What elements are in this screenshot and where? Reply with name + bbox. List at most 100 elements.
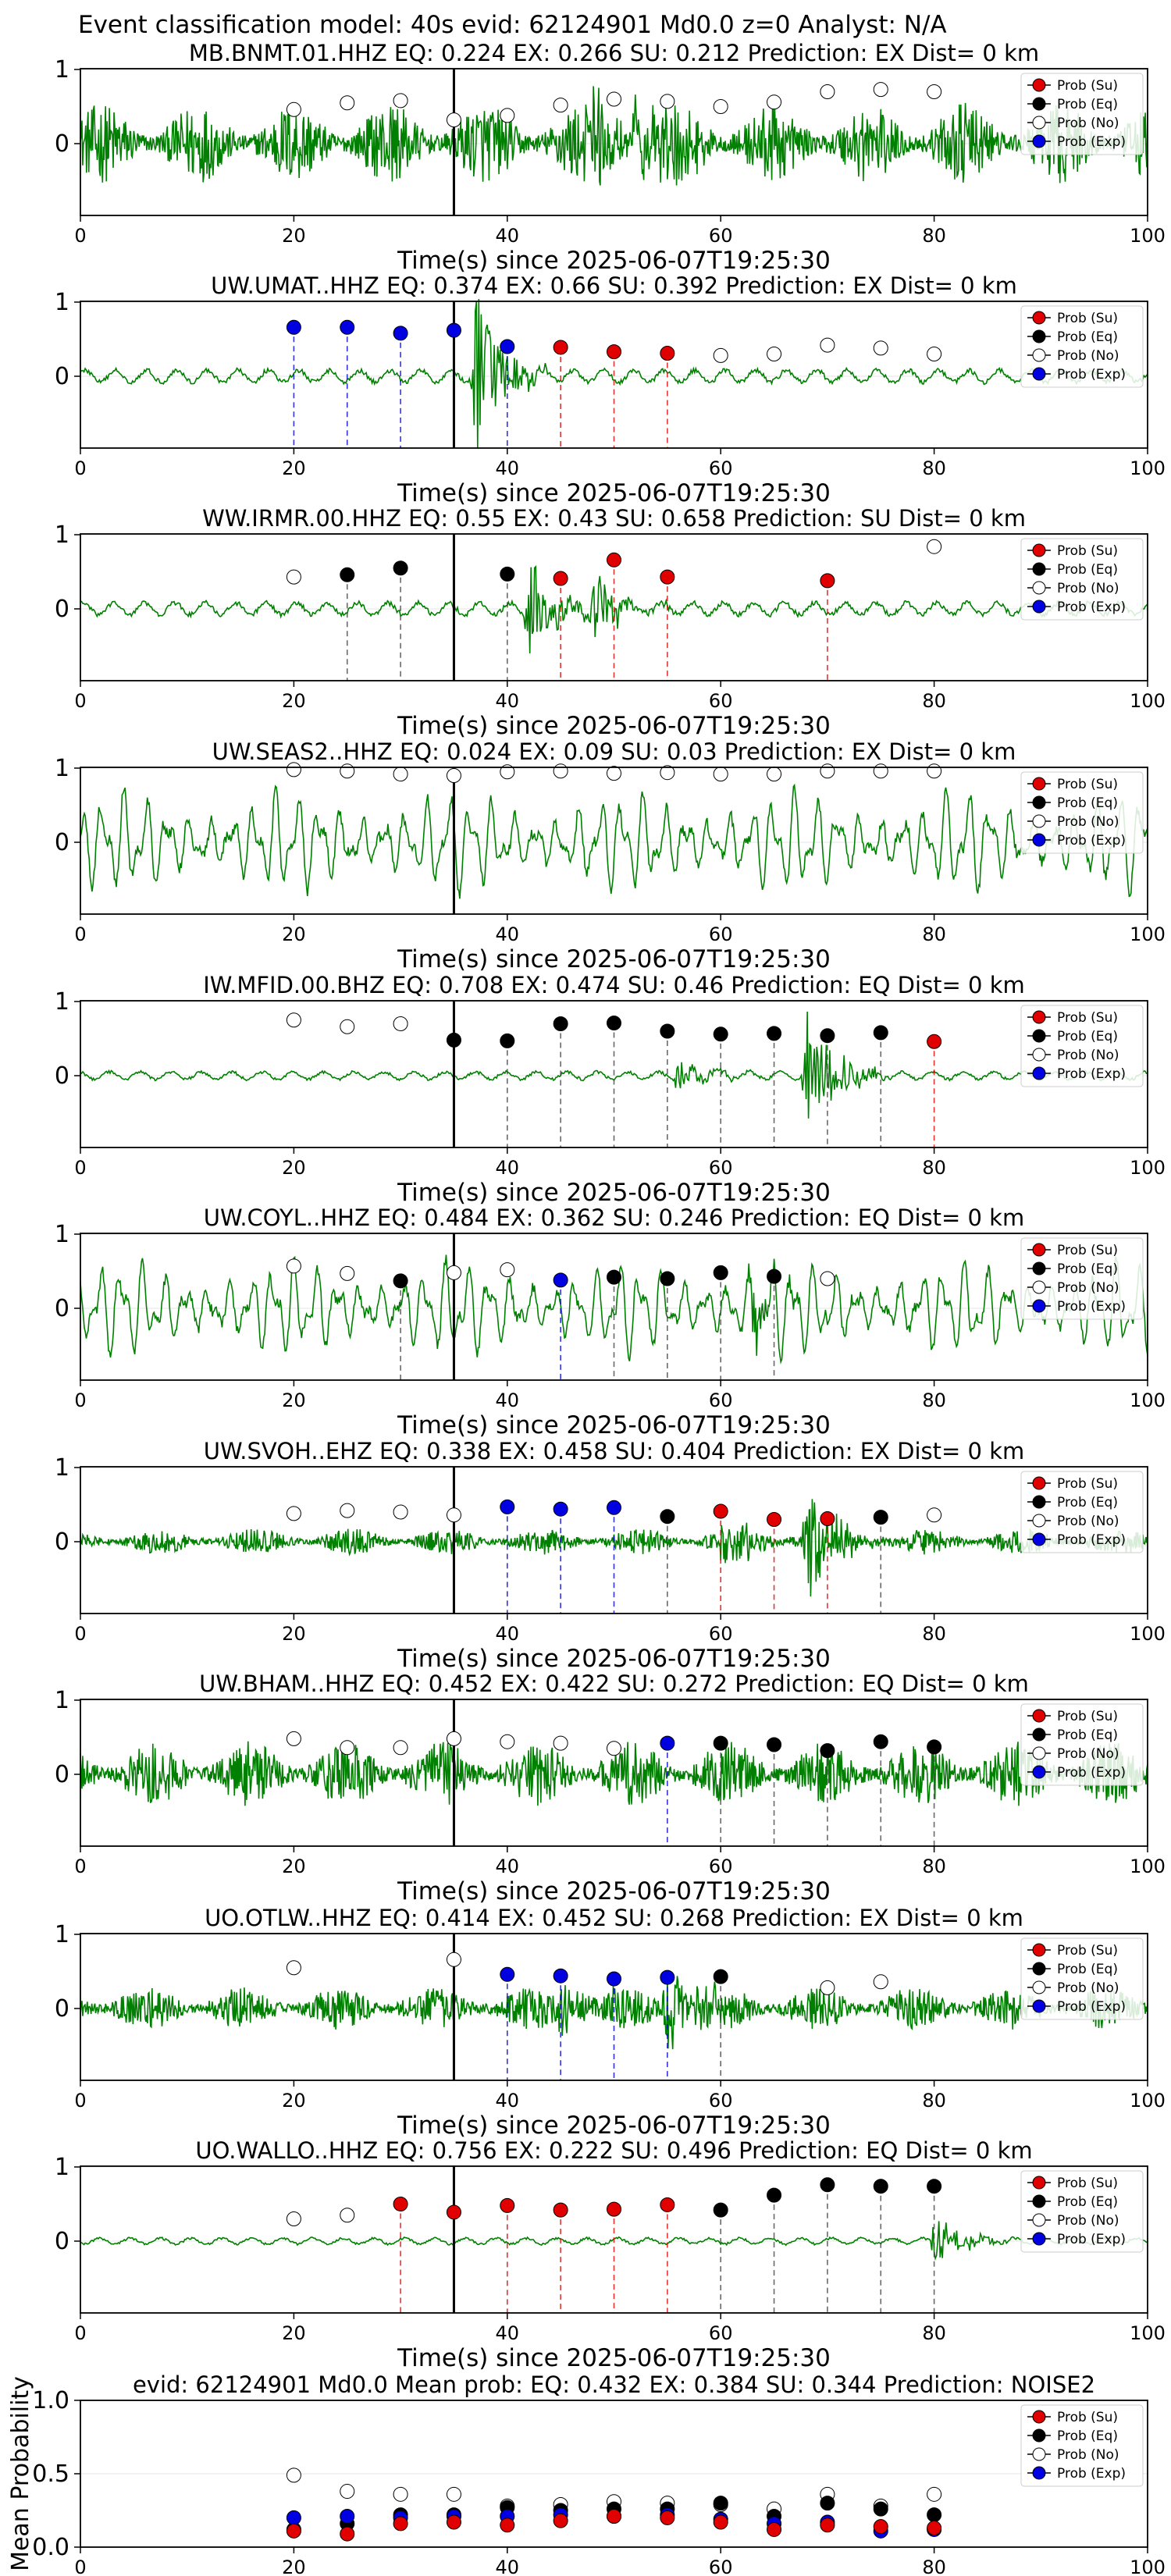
waveform-trace xyxy=(80,1741,1148,1806)
mean-probability-point-eq xyxy=(713,2496,728,2511)
probability-point-exp xyxy=(340,319,355,335)
probability-point-no xyxy=(446,1952,461,1967)
legend-box xyxy=(1020,538,1144,621)
x-tick-label: 20 xyxy=(282,225,306,247)
probability-point-eq xyxy=(393,560,408,576)
legend-marker-no xyxy=(1032,1746,1046,1760)
legend-label-su: Prob (Su) xyxy=(1057,311,1118,326)
legend-marker-eq xyxy=(1032,2428,1046,2443)
mean-probability-point-su xyxy=(286,2523,301,2539)
subplot-3: 0 20 40 60 80 100 0 1 UW.SEAS2..HHZ EQ: 0.024 EX… xyxy=(55,738,1166,973)
y-tick-label: 1 xyxy=(55,2154,69,2181)
probability-point-no xyxy=(286,1506,301,1521)
x-tick-label: 60 xyxy=(709,923,733,945)
probability-point-no xyxy=(767,347,782,361)
mean-probability-point-eq xyxy=(873,2501,888,2517)
probability-point-eq xyxy=(873,1734,888,1749)
x-tick-label: 40 xyxy=(496,1157,520,1179)
x-tick-label: 20 xyxy=(282,457,306,479)
x-tick-label: 40 xyxy=(496,690,520,712)
legend-label-eq: Prob (Eq) xyxy=(1057,329,1118,345)
probability-point-su xyxy=(500,2197,515,2213)
probability-point-eq xyxy=(927,2179,942,2194)
x-tick-label: 80 xyxy=(922,1157,946,1179)
x-axis-label: Time(s) since 2025-06-07T19:25:30 xyxy=(397,945,831,973)
probability-point-no xyxy=(500,1262,515,1278)
x-tick-label: 0 xyxy=(74,1623,86,1645)
x-tick-label: 20 xyxy=(282,2556,306,2576)
subplot-title: UW.COYL..HHZ EQ: 0.484 EX: 0.362 SU: 0.2… xyxy=(204,1204,1024,1231)
subplot-8: 0 20 40 60 80 100 0 1 UO.OTLW..HHZ EQ: 0.414 EX:… xyxy=(55,1905,1166,2140)
subplot-title: evid: 62124901 Md0.0 Mean prob: EQ: 0.43… xyxy=(133,2371,1095,2398)
subplot-1: 0 20 40 60 80 100 0 1 UW.UMAT..HHZ EQ: 0.374 EX:… xyxy=(55,272,1166,507)
probability-point-eq xyxy=(767,1737,782,1752)
x-tick-label: 100 xyxy=(1130,1856,1166,1877)
mean-probability-point-exp xyxy=(286,2510,301,2525)
legend-marker-eq xyxy=(1032,97,1046,111)
x-axis-label: Time(s) since 2025-06-07T19:25:30 xyxy=(397,1179,831,1207)
probability-point-no xyxy=(660,94,675,109)
legend-marker-su xyxy=(1032,543,1046,557)
subplot-7: 0 20 40 60 80 100 0 1 UW.BHAM..HHZ EQ: 0.452 EX:… xyxy=(55,1670,1166,1905)
subplot-title: WW.IRMR.00.HHZ EQ: 0.55 EX: 0.43 SU: 0.6… xyxy=(202,505,1026,532)
x-tick-label: 100 xyxy=(1130,2090,1166,2112)
y-tick-label: 1 xyxy=(55,1221,69,1248)
x-tick-label: 40 xyxy=(496,1856,520,1877)
y-tick-label: 0 xyxy=(55,829,69,856)
probability-point-exp xyxy=(446,322,461,338)
y-tick-label: 1 xyxy=(55,755,69,782)
legend-label-su: Prob (Su) xyxy=(1057,1243,1118,1258)
probability-point-exp xyxy=(660,1735,675,1751)
probability-point-no xyxy=(340,1740,355,1756)
x-tick-label: 80 xyxy=(922,2556,946,2576)
probability-point-exp xyxy=(286,319,301,335)
mean-probability-point-no xyxy=(286,2467,301,2483)
legend-box xyxy=(1020,1237,1144,1320)
probability-point-su xyxy=(660,569,675,585)
legend-marker-eq xyxy=(1032,1727,1046,1742)
probability-point-no xyxy=(446,1265,461,1280)
mean-probability-point-no xyxy=(393,2486,408,2502)
y-tick-label: 1 xyxy=(55,521,69,549)
legend-marker-exp xyxy=(1032,1532,1046,1546)
x-tick-label: 0 xyxy=(74,690,86,712)
legend-marker-su xyxy=(1032,777,1046,791)
legend-box xyxy=(1020,1005,1144,1087)
x-tick-label: 60 xyxy=(709,2322,733,2344)
x-tick-label: 100 xyxy=(1130,923,1166,945)
probability-point-eq xyxy=(767,1268,782,1284)
y-tick-label: 0 xyxy=(55,1295,69,1322)
legend-label-eq: Prob (Eq) xyxy=(1057,795,1118,811)
x-tick-label: 20 xyxy=(282,923,306,945)
probability-point-no xyxy=(500,764,515,780)
subplot-title: MB.BNMT.01.HHZ EQ: 0.224 EX: 0.266 SU: 0… xyxy=(189,40,1039,66)
mean-probability-point-su xyxy=(767,2521,782,2537)
x-tick-label: 0 xyxy=(74,2090,86,2112)
x-tick-label: 100 xyxy=(1130,1623,1166,1645)
subplot-title: UO.OTLW..HHZ EQ: 0.414 EX: 0.452 SU: 0.2… xyxy=(205,1905,1023,1931)
probability-point-no xyxy=(286,1731,301,1746)
subplot-9: 0 20 40 60 80 100 0 1 UO.WALLO..HHZ EQ: 0.756 EX… xyxy=(55,2137,1166,2372)
legend-box xyxy=(1020,1703,1144,1786)
probability-point-su xyxy=(607,344,621,360)
subplot-10: 0 20 40 60 80 100 0.0 0.5 1.0 evid: 62124901 Md0.… xyxy=(7,2371,1166,2576)
y-tick-label: 1 xyxy=(55,1921,69,1948)
legend-label-no: Prob (No) xyxy=(1057,1280,1119,1296)
subplot-title: UW.SEAS2..HHZ EQ: 0.024 EX: 0.09 SU: 0.0… xyxy=(212,738,1016,765)
axes-frame xyxy=(80,533,1148,681)
legend-label-exp: Prob (Exp) xyxy=(1057,1532,1126,1548)
probability-point-su xyxy=(660,346,675,361)
probability-point-su xyxy=(446,2204,461,2220)
x-axis-label: Time(s) since 2025-06-07T19:25:30 xyxy=(397,1411,831,1439)
y-tick-label: 1 xyxy=(55,988,69,1016)
mean-probability-point-su xyxy=(927,2521,942,2536)
legend-marker-no xyxy=(1032,348,1046,362)
legend-marker-no xyxy=(1032,814,1046,828)
mean-probability-point-no xyxy=(927,2486,942,2502)
x-tick-label: 80 xyxy=(922,2322,946,2344)
legend-box xyxy=(1020,2170,1144,2253)
legend-label-eq: Prob (Eq) xyxy=(1057,1261,1118,1277)
legend-label-no: Prob (No) xyxy=(1057,1048,1119,1063)
probability-point-no xyxy=(553,763,568,779)
probability-point-su xyxy=(607,2201,621,2217)
